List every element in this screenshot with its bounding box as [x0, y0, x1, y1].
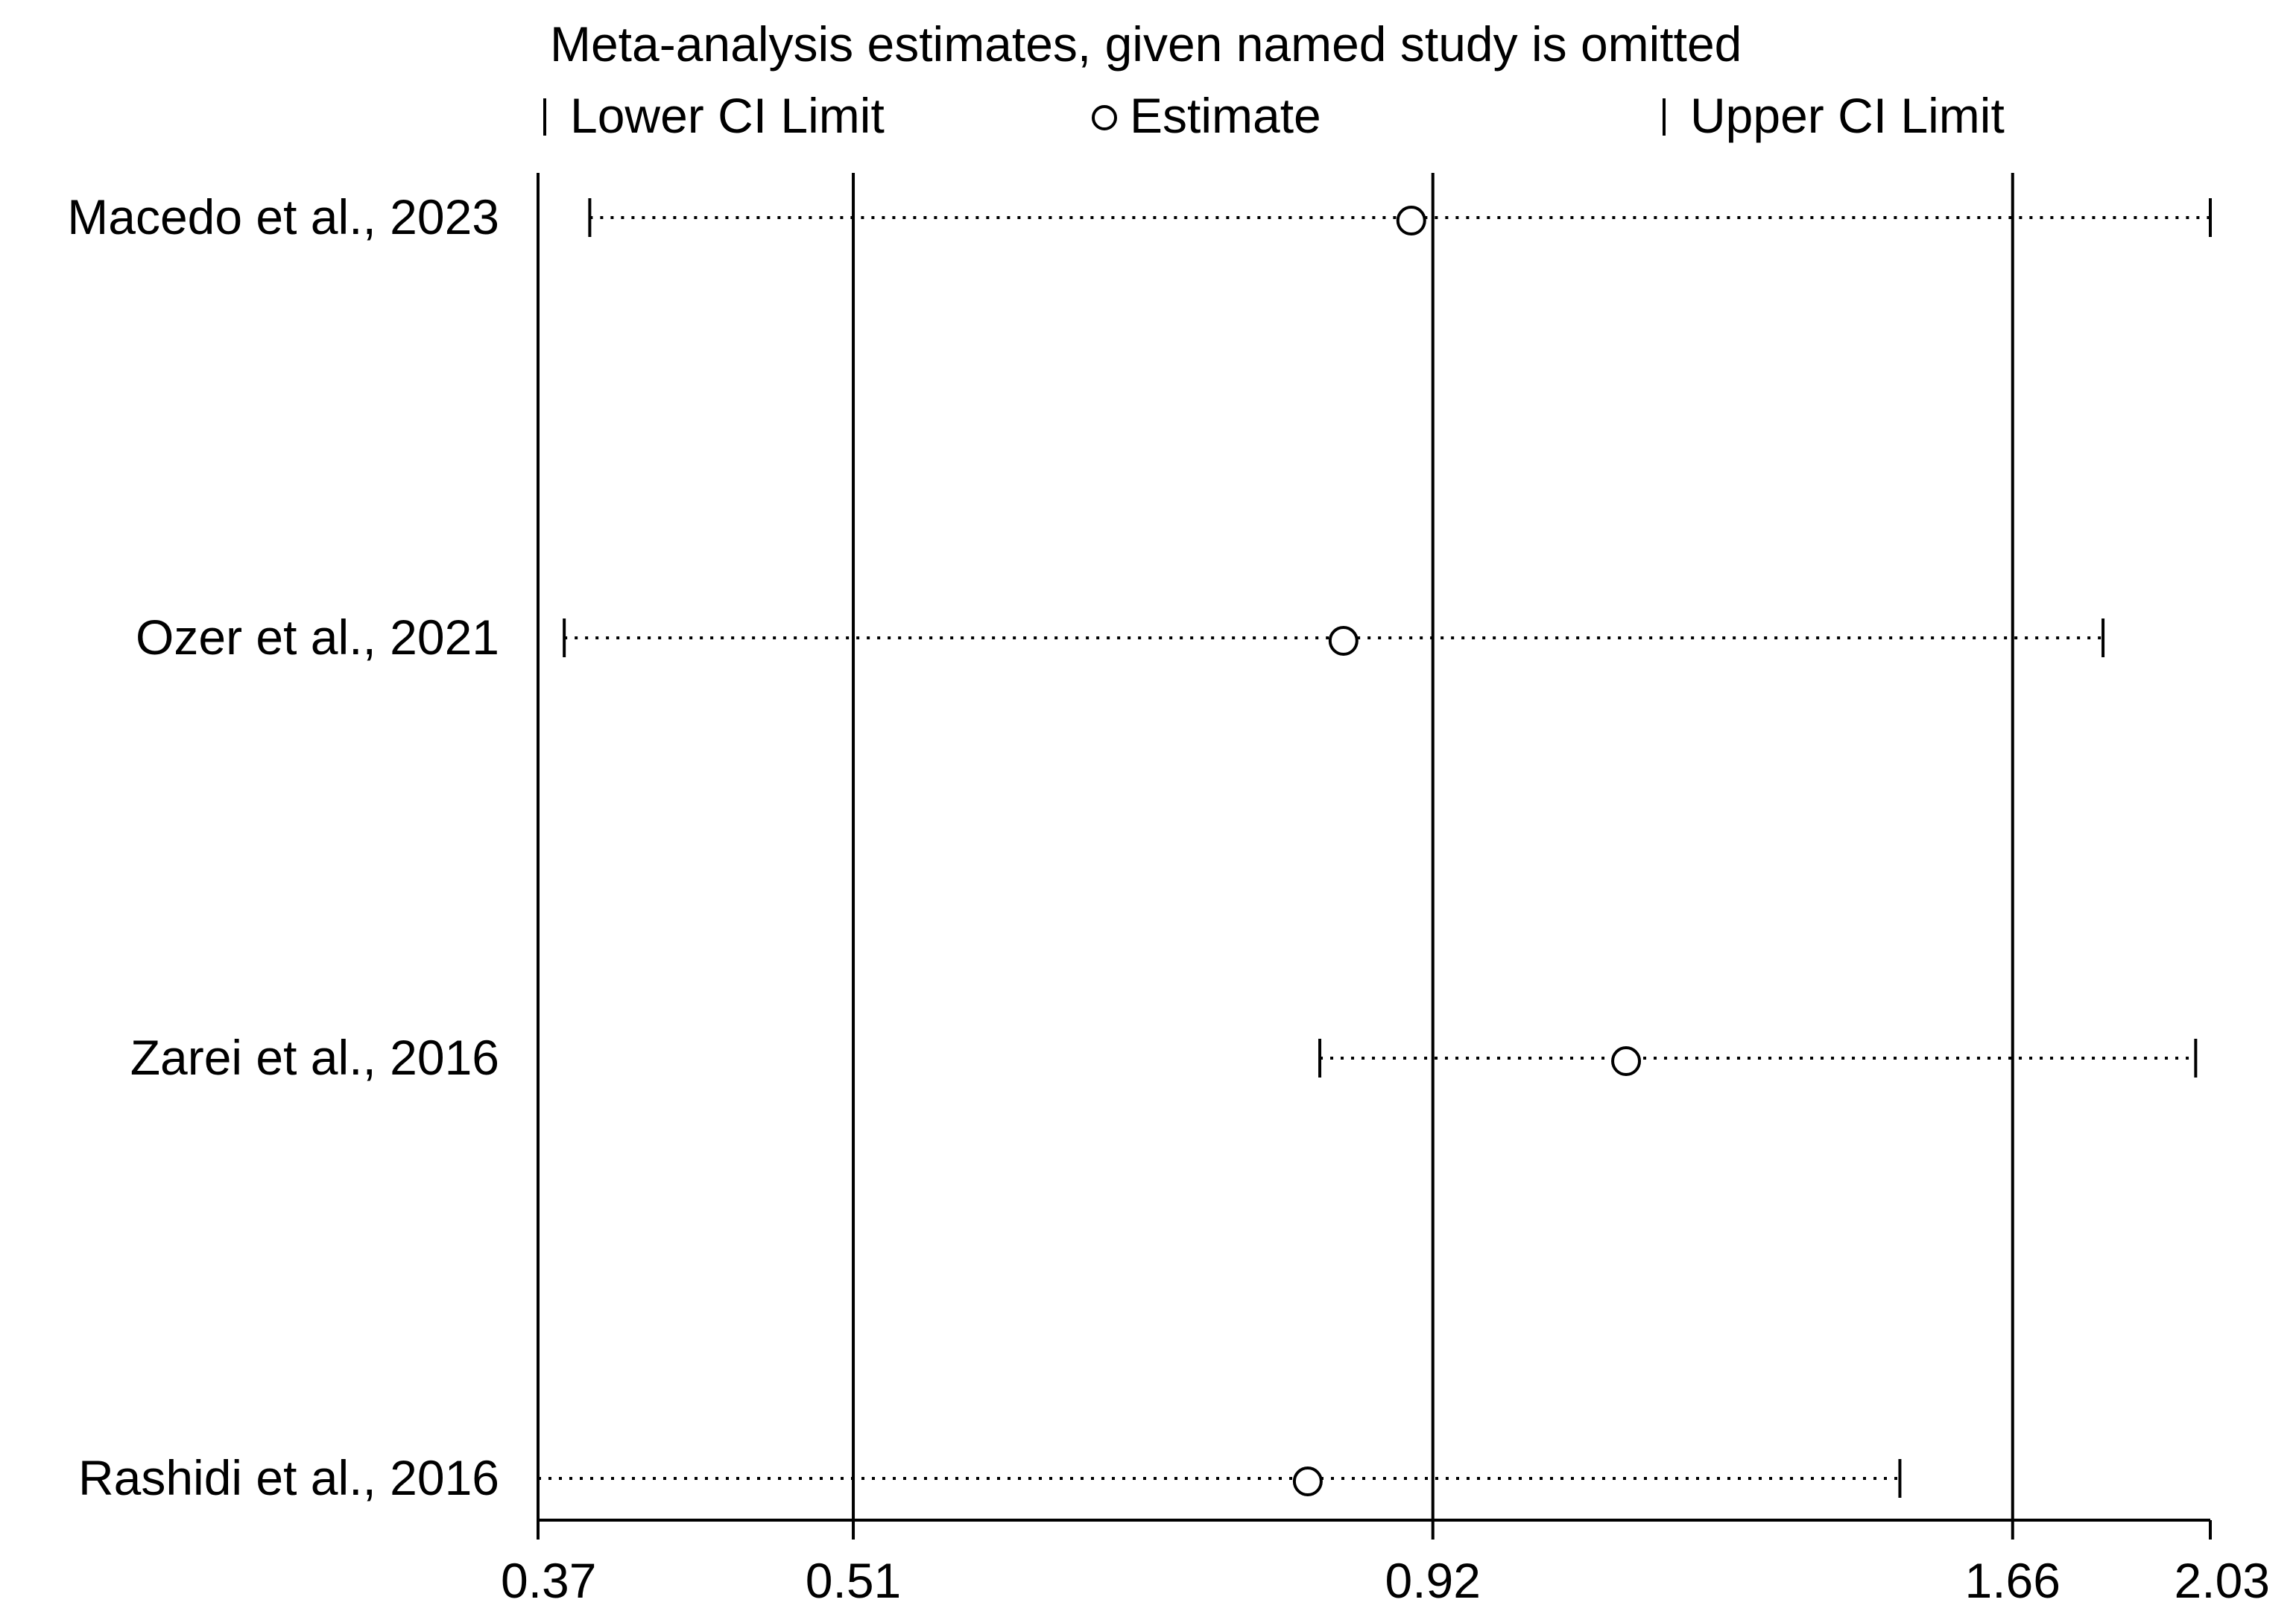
x-tick-label-3: 1.66	[1965, 1553, 2061, 1608]
legend-upper-ci-label: Upper CI Limit	[1690, 88, 2005, 143]
estimate-point-3	[1292, 1466, 1323, 1496]
x-tick-label-1: 0.51	[806, 1553, 901, 1608]
x-tick-label-2: 0.92	[1385, 1553, 1480, 1608]
estimate-point-1	[1328, 626, 1359, 656]
study-label-2: Zarei et al., 2016	[130, 1030, 499, 1085]
study-label-1: Ozer et al., 2021	[136, 610, 499, 665]
study-label-3: Rashidi et al., 2016	[78, 1450, 499, 1505]
legend-estimate-label: Estimate	[1130, 88, 1321, 143]
plot-area: 0.37 0.51 0.92 1.66 2.03 Macedo et al., 2023 O…	[67, 173, 2270, 1608]
study-label-0: Macedo et al., 2023	[67, 189, 499, 244]
estimate-point-2	[1611, 1046, 1642, 1076]
legend: Lower CI Limit Estimate Upper CI Limit	[543, 88, 2005, 143]
estimate-point-0	[1396, 206, 1426, 235]
x-tick-label-0: 0.37	[501, 1553, 596, 1608]
legend-estimate-symbol	[1092, 105, 1117, 130]
legend-lower-ci-label: Lower CI Limit	[570, 88, 885, 143]
chart-title: Meta-analysis estimates, given named stu…	[550, 16, 1742, 72]
x-tick-label-4: 2.03	[2175, 1553, 2270, 1608]
